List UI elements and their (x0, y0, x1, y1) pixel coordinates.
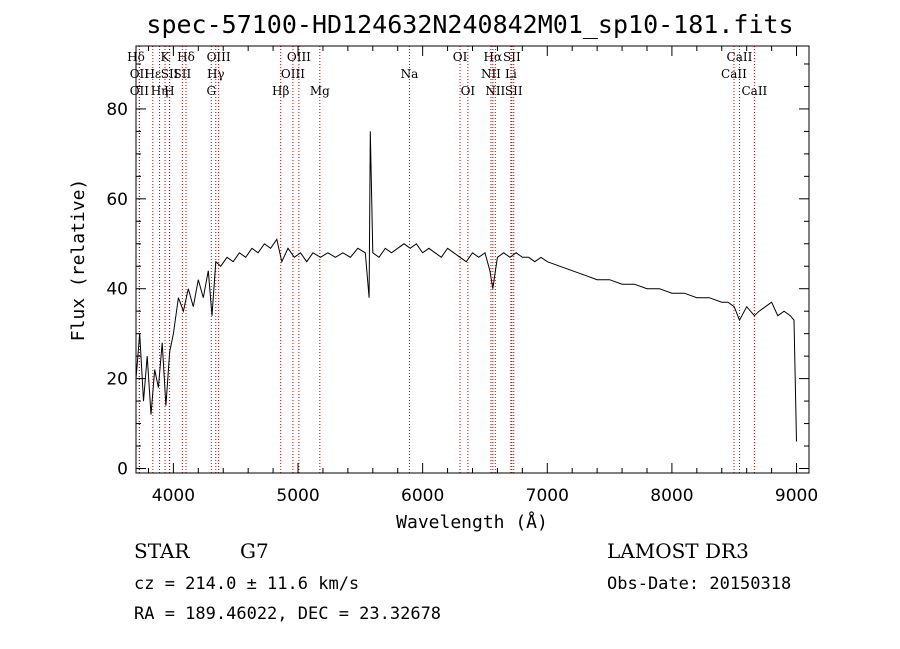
spectral-line-label: CaII (721, 67, 747, 81)
x-axis-ticks: 4000 5000 6000 7000 8000 9000 (147, 46, 818, 506)
spectral-line-label: Mg (310, 84, 330, 98)
spectral-line-label: Li (505, 67, 517, 81)
spectral-line-label: K (161, 50, 171, 64)
spectral-line-label: OI (453, 50, 468, 64)
y-tick-label: 60 (106, 190, 128, 210)
spectral-line-label: OIII (281, 67, 305, 81)
spectral-line-label: H (164, 84, 174, 98)
spectral-line-label: OII (130, 84, 150, 98)
coordinates: RA = 189.46022, DEC = 23.32678 (134, 604, 441, 624)
y-tick-label: 40 (106, 280, 128, 300)
y-tick-label: 20 (106, 370, 128, 390)
flux-series-line (135, 131, 797, 442)
x-tick-label: 5000 (276, 486, 319, 506)
spectral-line-label: OIII (287, 50, 311, 64)
obs-date: Obs-Date: 20150318 (607, 574, 791, 594)
spectral-line-label: SII (174, 67, 192, 81)
y-axis-label: Flux (relative) (68, 179, 89, 342)
spectral-line-label: Hε (144, 67, 161, 81)
chart-title: spec-57100-HD124632N240842M01_sp10-181.f… (146, 10, 793, 39)
y-tick-label: 0 (117, 460, 128, 480)
x-tick-label: 8000 (650, 486, 693, 506)
x-tick-label: 6000 (401, 486, 444, 506)
survey-name: LAMOST DR3 (607, 539, 749, 563)
spectral-line-label: G (206, 84, 216, 98)
spectral-line-label: Hδ (177, 50, 195, 64)
spectral-line-label: SII (503, 50, 521, 64)
spectral-line-label: CaII (727, 50, 753, 64)
x-axis-label: Wavelength (Å) (396, 511, 548, 533)
y-tick-label: 80 (106, 100, 128, 120)
spectral-line-label: Hγ (207, 67, 225, 81)
spectral-line-label: OI (461, 84, 476, 98)
x-tick-label: 4000 (152, 486, 195, 506)
plot-frame (135, 45, 810, 474)
redshift-value: cz = 214.0 ± 11.6 km/s (134, 574, 359, 594)
object-subclass: G7 (240, 539, 269, 563)
spectral-line-label: Na (401, 67, 419, 81)
spectral-line-label: SII (505, 84, 523, 98)
spectral-line-label: Hβ (272, 84, 289, 98)
spectral-line-label: Hα (484, 50, 503, 64)
object-class: STAR (134, 539, 190, 563)
spectral-line-label: NII (485, 84, 505, 98)
spectral-line-label: OIII (207, 50, 231, 64)
x-tick-label: 7000 (526, 486, 569, 506)
x-tick-label: 9000 (775, 486, 818, 506)
spectral-line-label: Hη (151, 84, 169, 98)
spectral-line-label: NII (481, 67, 501, 81)
spectral-line-label: CaII (741, 84, 767, 98)
y-axis-ticks: 0 20 40 60 80 (106, 63, 809, 480)
